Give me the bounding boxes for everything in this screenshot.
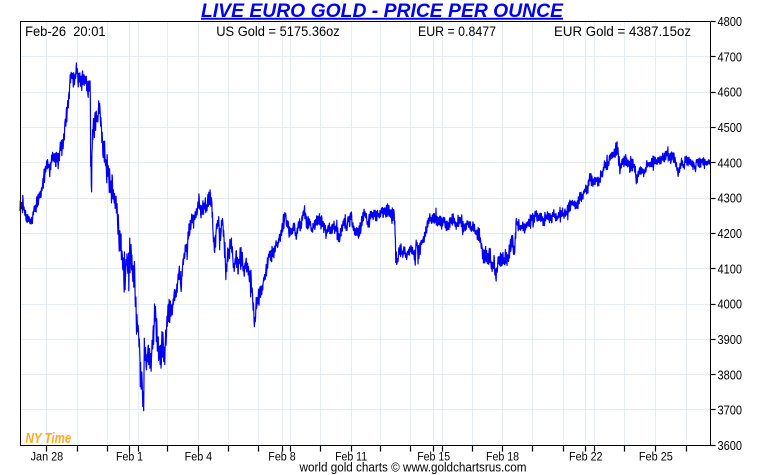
svg-text:4000: 4000 (718, 297, 743, 312)
svg-text:NY Time: NY Time (26, 431, 72, 447)
svg-text:world gold charts © www.goldch: world gold charts © www.goldchartsrus.co… (299, 460, 527, 475)
svg-text:Feb 1: Feb 1 (116, 450, 143, 464)
svg-text:4600: 4600 (718, 85, 743, 100)
svg-text:Feb 25: Feb 25 (639, 450, 673, 464)
svg-text:Feb 18: Feb 18 (486, 450, 519, 464)
svg-text:EUR = 0.8477: EUR = 0.8477 (418, 23, 496, 39)
svg-text:Feb 8: Feb 8 (268, 450, 296, 464)
svg-text:3800: 3800 (718, 367, 743, 382)
svg-text:Feb 15: Feb 15 (417, 450, 450, 464)
svg-text:4800: 4800 (718, 14, 743, 29)
svg-text:EUR Gold = 4387.15oz: EUR Gold = 4387.15oz (554, 23, 691, 39)
svg-text:US Gold = 5175.36oz: US Gold = 5175.36oz (216, 23, 340, 39)
svg-text:4700: 4700 (718, 49, 743, 64)
svg-text:3900: 3900 (718, 332, 743, 347)
svg-text:Feb 4: Feb 4 (185, 450, 213, 464)
svg-text:4500: 4500 (718, 120, 743, 135)
svg-text:4300: 4300 (718, 191, 743, 206)
svg-text:4200: 4200 (718, 226, 743, 241)
svg-text:Jan 28: Jan 28 (31, 450, 64, 464)
svg-text:3600: 3600 (718, 438, 743, 453)
svg-text:3700: 3700 (718, 403, 743, 418)
svg-text:Feb-26 20:01: Feb-26 20:01 (25, 23, 106, 39)
svg-text:Feb 22: Feb 22 (569, 450, 603, 464)
svg-text:LIVE EURO GOLD - PRICE PER OUN: LIVE EURO GOLD - PRICE PER OUNCE (201, 1, 564, 22)
svg-text:4400: 4400 (718, 155, 743, 170)
svg-text:Feb 11: Feb 11 (335, 450, 367, 464)
svg-text:4100: 4100 (718, 261, 743, 276)
